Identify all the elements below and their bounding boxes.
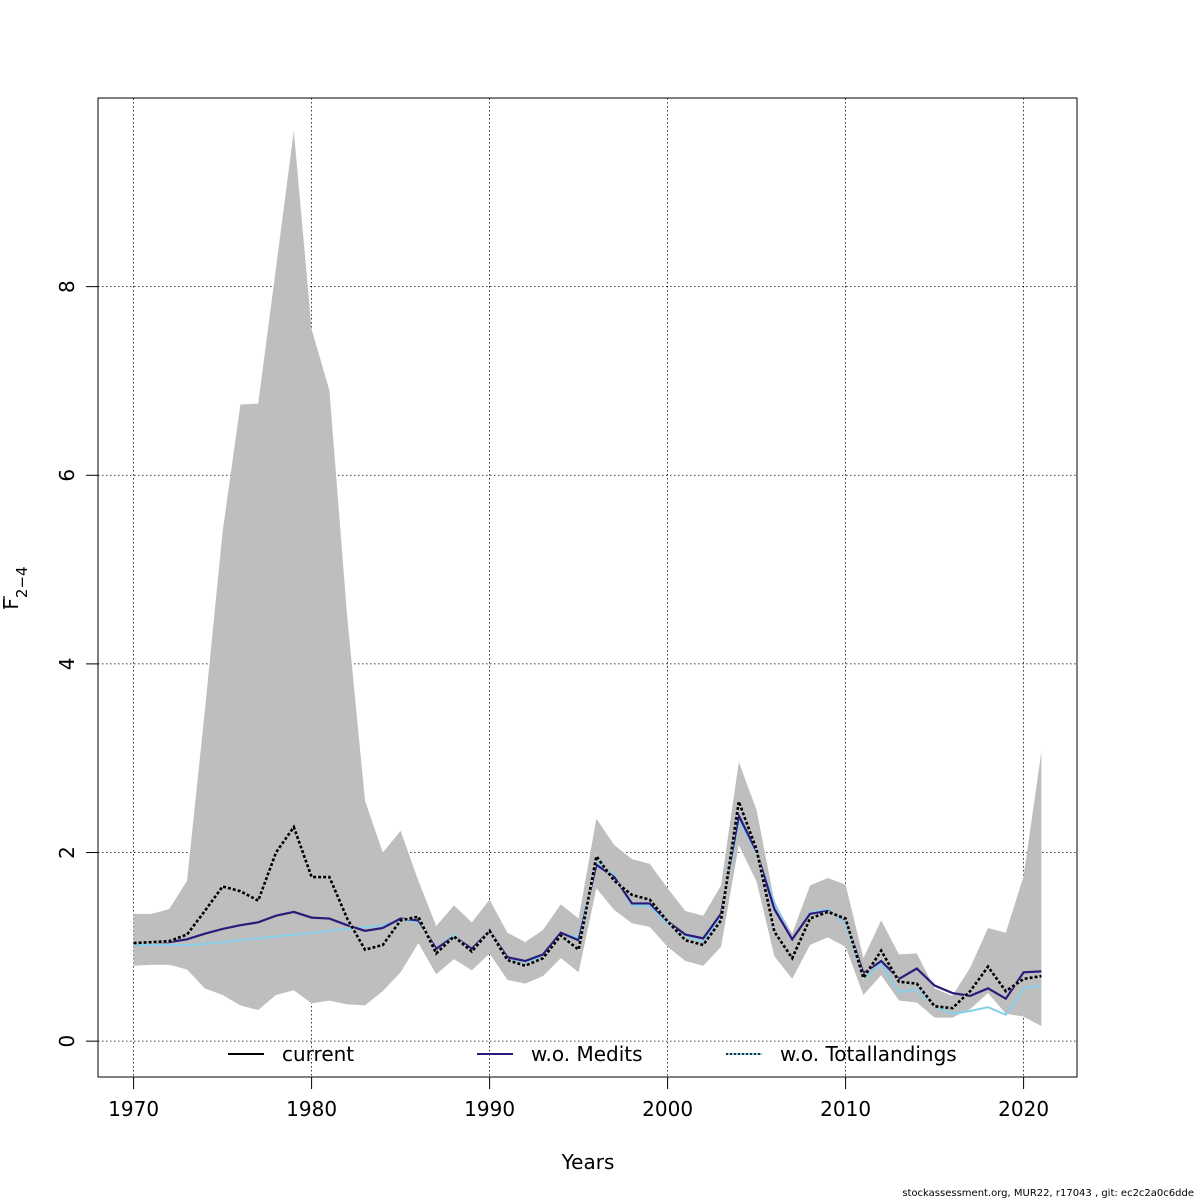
legend-label-w-o-totallandings: w.o. Totallandings <box>780 1042 957 1066</box>
legend-item-w-o-totallandings: w.o. Totallandings <box>726 1042 957 1066</box>
y-tick-label-6: 6 <box>55 469 79 482</box>
x-tick-label-1990: 1990 <box>464 1097 515 1121</box>
legend-label-w-o-medits: w.o. Medits <box>531 1042 643 1066</box>
x-tick-label-2000: 2000 <box>642 1097 693 1121</box>
x-axis-title: Years <box>561 1150 615 1174</box>
y-tick-label-2: 2 <box>55 846 79 859</box>
x-axis: 1970 1980 1990 2000 2010 2020 <box>108 1076 1049 1121</box>
y-axis-title-main: F <box>0 598 23 610</box>
y-tick-label-4: 4 <box>55 658 79 671</box>
y-tick-label-0: 0 <box>55 1035 79 1048</box>
y-tick-label-8: 8 <box>55 280 79 293</box>
x-tick-label-1970: 1970 <box>108 1097 159 1121</box>
confidence-band-layer <box>133 131 1042 1027</box>
legend-item-current: current <box>228 1042 354 1066</box>
x-tick-label-2020: 2020 <box>998 1097 1049 1121</box>
series-line-current <box>133 801 1042 1010</box>
confidence-band <box>133 131 1042 1027</box>
legend-item-w-o-medits: w.o. Medits <box>477 1042 643 1066</box>
y-axis: 0 2 4 6 8 <box>55 280 99 1048</box>
svg-text:F2−4: F2−4 <box>0 566 31 609</box>
y-axis-title-sub: 2−4 <box>13 566 31 598</box>
legend-label-current: current <box>282 1042 354 1066</box>
legend: current w.o. Medits w.o. Totallandings <box>228 1042 957 1066</box>
footer-caption: stockassessment.org, MUR22, r17043 , git… <box>902 1188 1194 1199</box>
y-axis-title: F2−4 <box>0 566 31 609</box>
series-layer <box>133 801 1042 1016</box>
x-tick-label-2010: 2010 <box>820 1097 871 1121</box>
x-tick-label-1980: 1980 <box>286 1097 337 1121</box>
